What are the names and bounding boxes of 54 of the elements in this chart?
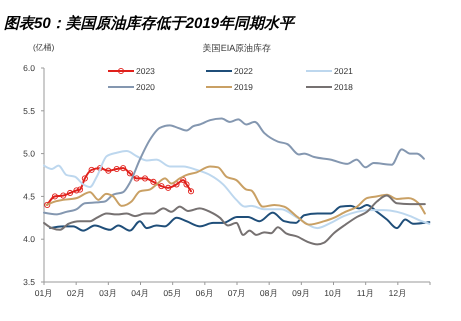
y-tick-label: 5.5 (23, 106, 36, 116)
point (114, 166, 120, 172)
point (105, 168, 112, 174)
point (142, 175, 148, 182)
point (76, 186, 84, 193)
point (180, 177, 186, 184)
point (44, 202, 50, 208)
point (158, 183, 164, 190)
x-tick-label: 12月 (388, 288, 408, 298)
line-series (43, 194, 426, 246)
legend-label: 2022 (234, 66, 254, 76)
point (173, 181, 180, 188)
x-tick-label: 11月 (356, 288, 375, 298)
point (165, 184, 172, 191)
legend-label: 2021 (334, 66, 354, 76)
point (150, 178, 156, 185)
point (183, 181, 190, 188)
legend-label: 2018 (334, 82, 354, 92)
line-series (43, 150, 430, 230)
point (82, 175, 88, 182)
line-series (49, 204, 430, 232)
x-tick-label: 01月 (34, 288, 54, 298)
x-tick-label: 04月 (131, 288, 150, 298)
chart-subtitle: 美国EIA原油库存 (202, 43, 272, 53)
y-tick-label: 3.5 (23, 276, 36, 287)
y-axis-title: (亿桶) (33, 43, 55, 52)
line-series (46, 165, 426, 226)
x-tick-label: 09月 (292, 288, 311, 298)
point (88, 166, 95, 173)
point (126, 170, 133, 176)
point (188, 188, 194, 194)
legend-label: 2020 (136, 82, 156, 92)
legend-label: 2023 (136, 66, 156, 76)
point (67, 190, 74, 196)
point (96, 165, 104, 172)
legend-label: 2019 (234, 82, 254, 92)
x-tick-label: 10月 (324, 288, 343, 298)
y-tick-label: 4.0 (23, 234, 36, 244)
x-tick-label: 05月 (163, 288, 182, 298)
y-tick-label: 4.5 (23, 191, 36, 202)
chart-title: 图表50：美国原油库存低于2019年同期水平 (4, 14, 296, 32)
x-tick-label: 06月 (196, 288, 214, 298)
x-tick-label: 07月 (228, 288, 246, 298)
line-series (43, 118, 425, 216)
point (120, 165, 126, 172)
y-tick-label: 5.0 (23, 148, 36, 159)
x-tick-label: 02月 (66, 288, 86, 298)
point (134, 175, 140, 182)
point (52, 193, 58, 200)
x-tick-label: 08月 (260, 288, 278, 298)
point (73, 187, 80, 194)
x-tick-label: 03月 (99, 288, 118, 298)
point (60, 192, 66, 199)
y-tick-label: 6.0 (23, 62, 36, 73)
